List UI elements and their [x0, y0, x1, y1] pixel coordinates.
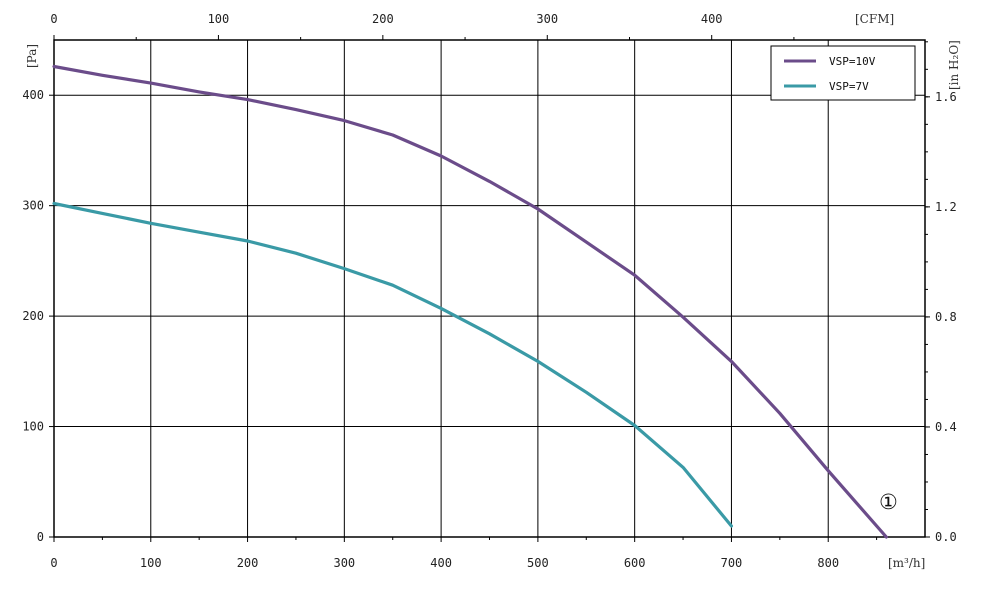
x-axis-tick-labels: 0 100 200 300 400 500 600 700 800	[50, 556, 839, 570]
x-tick-label: 500	[527, 556, 549, 570]
x-top-tick-label: 300	[536, 12, 558, 26]
y-left-axis-unit-label: [Pa]	[25, 44, 39, 68]
x-tick-label: 0	[50, 556, 57, 570]
x-top-tick-label: 100	[208, 12, 230, 26]
x-top-axis-tick-labels: 0 100 200 300 400	[50, 12, 722, 26]
x-tick-label: 400	[430, 556, 452, 570]
legend: VSP=10V VSP=7V	[770, 45, 916, 101]
x-top-tick-label: 400	[701, 12, 723, 26]
y-tick-label: 400	[22, 88, 44, 102]
x-top-tick-label: 0	[50, 12, 57, 26]
series-lines	[52, 64, 888, 539]
x-tick-label: 600	[624, 556, 646, 570]
y-right-tick-label: 0.4	[935, 420, 957, 434]
y-tick-label: 0	[37, 530, 44, 544]
curve-number-marker: ①	[879, 490, 898, 514]
axis-ticks	[49, 35, 930, 542]
grid	[54, 40, 925, 537]
series-line-vsp-10v	[52, 64, 888, 539]
y-right-axis-tick-labels: 0.0 0.4 0.8 1.2 1.6	[935, 90, 957, 544]
x-top-tick-label: 200	[372, 12, 394, 26]
legend-label-vsp7: VSP=7V	[829, 80, 869, 93]
y-right-tick-label: 1.2	[935, 200, 957, 214]
y-right-axis-unit-label: [in H₂O]	[947, 40, 961, 90]
x-tick-label: 700	[721, 556, 743, 570]
x-tick-label: 800	[817, 556, 839, 570]
y-right-tick-label: 0.8	[935, 310, 957, 324]
y-right-tick-label: 0.0	[935, 530, 957, 544]
legend-box	[770, 45, 916, 101]
x-tick-label: 300	[333, 556, 355, 570]
legend-label-vsp10: VSP=10V	[829, 55, 876, 68]
plot-frame	[53, 39, 926, 538]
x-tick-label: 100	[140, 556, 162, 570]
y-tick-label: 200	[22, 309, 44, 323]
series-line-vsp-7v	[52, 201, 734, 528]
x-axis-unit-label: [m³/h]	[888, 556, 925, 570]
y-tick-label: 100	[22, 420, 44, 434]
x-top-axis-unit-label: [CFM]	[855, 12, 894, 26]
y-tick-label: 300	[22, 199, 44, 213]
y-left-axis-tick-labels: 0 100 200 300 400	[22, 88, 44, 544]
x-tick-label: 200	[237, 556, 259, 570]
y-right-tick-label: 1.6	[935, 90, 957, 104]
